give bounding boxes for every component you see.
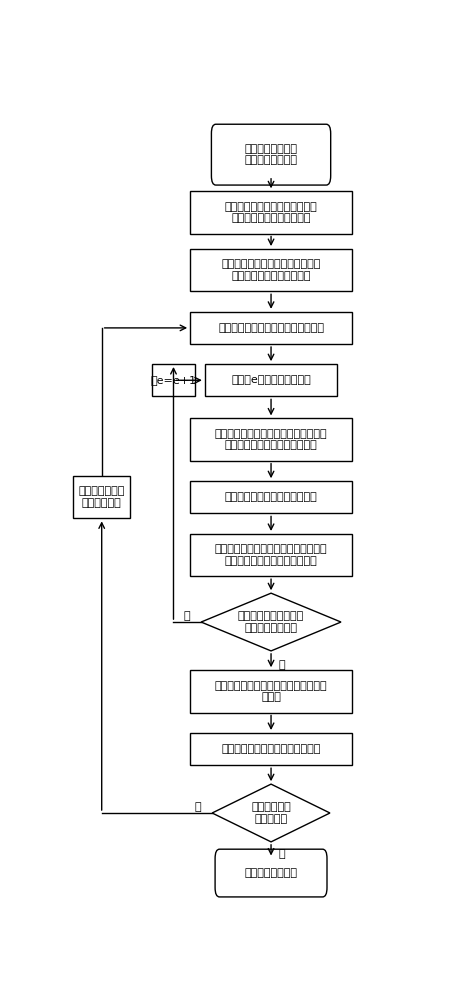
Text: 天线初始整体反射面为抛物面，
确定天线抛物面的标准方程: 天线初始整体反射面为抛物面， 确定天线抛物面的标准方程	[225, 202, 317, 223]
Text: 根据调整后整体反射面为赋形面，
确定天线赋形面的拟合方程: 根据调整后整体反射面为赋形面， 确定天线赋形面的拟合方程	[221, 259, 321, 281]
Bar	[190, 481, 352, 513]
Text: 否: 否	[194, 802, 201, 812]
Text: 计算调整后整体反射面的所有节点的轴
向误差: 计算调整后整体反射面的所有节点的轴 向误差	[215, 681, 327, 702]
Text: 确定面板与目标曲面的对应节点: 确定面板与目标曲面的对应节点	[225, 492, 317, 502]
Text: 天线增益是否
满足要求？: 天线增益是否 满足要求？	[251, 802, 291, 824]
Text: 是否所有面板的促动器
调整量都计算完毕: 是否所有面板的促动器 调整量都计算完毕	[238, 611, 304, 633]
Bar	[190, 418, 352, 461]
Polygon shape	[201, 593, 341, 651]
Bar	[205, 364, 337, 396]
Bar	[190, 534, 352, 576]
Text: 基于机电耦合模型，计算天线增益: 基于机电耦合模型，计算天线增益	[221, 744, 321, 754]
Text: 改变促动器位置
更新天线模型: 改变促动器位置 更新天线模型	[78, 487, 125, 508]
Text: 根据促动器支撑节点和面板与目标曲面
的对应节点，计算促动器调整量: 根据促动器支撑节点和面板与目标曲面 的对应节点，计算促动器调整量	[215, 544, 327, 566]
Bar	[190, 312, 352, 344]
Text: 是: 是	[278, 660, 285, 670]
Text: 是: 是	[278, 849, 285, 859]
Text: 提取反射面所有主动面板的节点信息: 提取反射面所有主动面板的节点信息	[218, 323, 324, 333]
Bar	[190, 670, 352, 713]
FancyBboxPatch shape	[215, 849, 327, 897]
Text: 最佳促动器调整量: 最佳促动器调整量	[245, 868, 297, 878]
Polygon shape	[212, 784, 330, 842]
Bar	[152, 364, 195, 396]
Bar	[190, 191, 352, 234]
FancyBboxPatch shape	[211, 124, 331, 185]
Bar	[190, 249, 352, 291]
Text: 否: 否	[183, 611, 190, 621]
Bar	[190, 733, 352, 765]
Text: 提取第e块面板的节点信息: 提取第e块面板的节点信息	[231, 375, 311, 385]
Bar	[73, 476, 130, 518]
Text: 基于最小二乘原理，计算与赋形面拟合
均方根误差最小的目标曲面方程: 基于最小二乘原理，计算与赋形面拟合 均方根误差最小的目标曲面方程	[215, 429, 327, 450]
Text: 确定天线结构模型
和促动器支撑节点: 确定天线结构模型 和促动器支撑节点	[245, 144, 297, 165]
Text: 令e=e+1: 令e=e+1	[151, 375, 197, 385]
